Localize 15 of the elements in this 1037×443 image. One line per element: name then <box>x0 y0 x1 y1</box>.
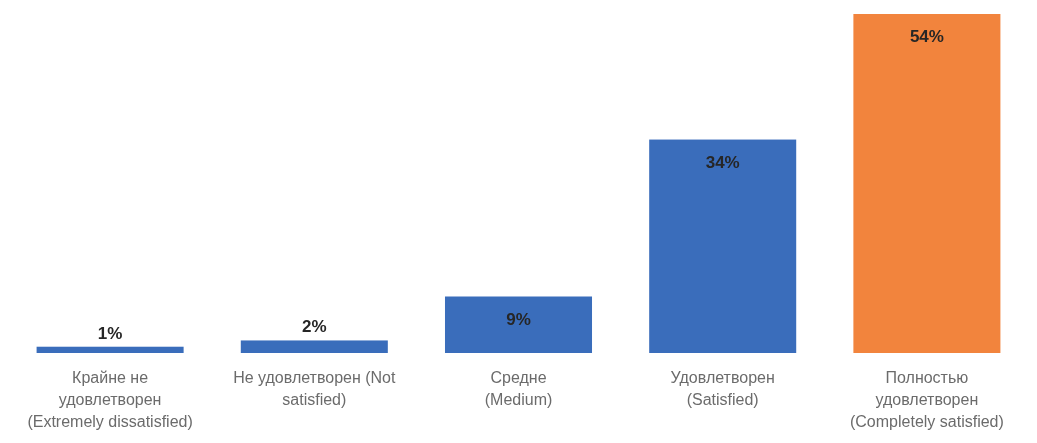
x-tick-label: Крайне не удовлетворен (Extremely dissatisfied) <box>27 369 193 430</box>
x-tick-label: Удовлетворен (Satisfied) <box>670 369 775 408</box>
data-label: 34% <box>705 152 740 172</box>
data-label: 1% <box>97 323 123 343</box>
bar <box>853 14 1001 353</box>
x-tick-label: Не удовлетворен (Not satisfied) <box>233 369 396 408</box>
x-tick-label: Средне (Medium) <box>484 369 553 408</box>
bar <box>444 296 593 353</box>
data-label: 9% <box>506 309 531 329</box>
data-label: 2% <box>302 317 327 337</box>
bar <box>649 139 797 353</box>
data-label: 54% <box>909 27 944 46</box>
bar <box>36 346 184 353</box>
bar <box>240 340 388 353</box>
x-tick-label: Полностью удовлетворен (Completely satisfied) <box>849 369 1004 430</box>
